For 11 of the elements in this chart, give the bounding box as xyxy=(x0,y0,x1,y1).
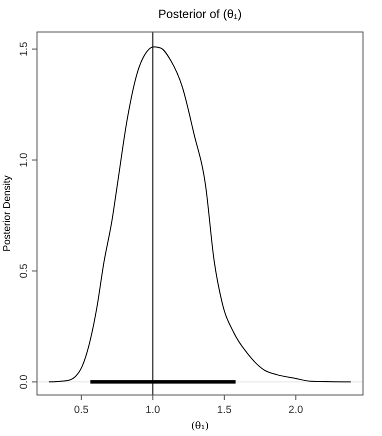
chart-title: Posterior of (θ₁) xyxy=(158,7,242,21)
x-tick-label: 1.5 xyxy=(217,404,232,416)
y-axis-title: Posterior Density xyxy=(2,175,13,252)
x-axis-title: (θ₁) xyxy=(191,421,210,432)
x-tick-label: 1.0 xyxy=(146,404,160,416)
x-tick-label: 2.0 xyxy=(288,404,304,416)
y-tick-label: 0.0 xyxy=(18,374,30,390)
y-tick-label: 0.5 xyxy=(18,264,30,278)
x-tick-label: 0.5 xyxy=(74,404,89,416)
y-tick-label: 1.5 xyxy=(18,42,30,56)
y-tick-label: 1.0 xyxy=(18,152,30,168)
